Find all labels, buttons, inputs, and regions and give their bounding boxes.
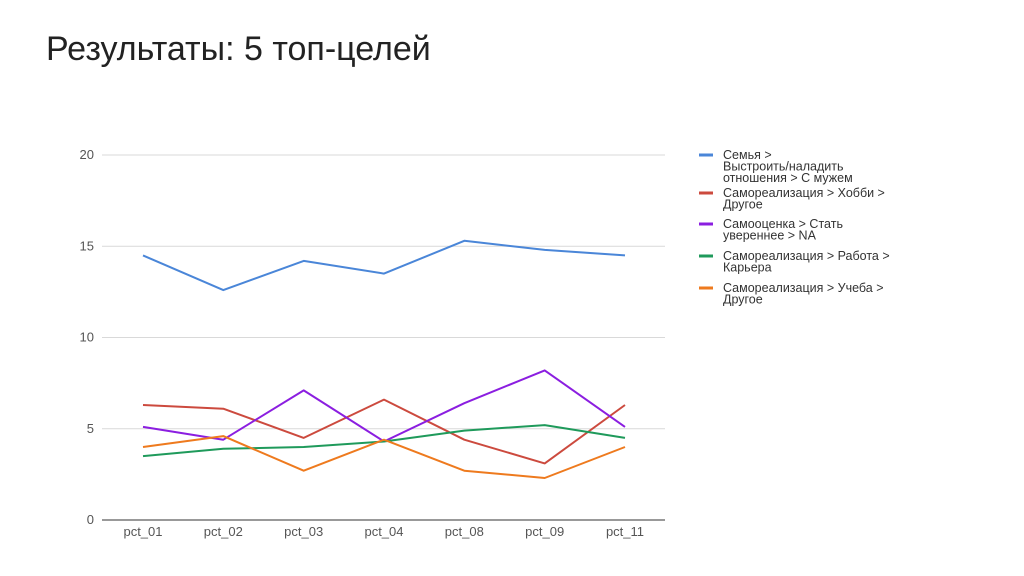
- series-line-5: [142, 435, 626, 479]
- slide-title: Результаты: 5 топ-целей: [46, 30, 431, 68]
- series-line-1: [142, 239, 626, 292]
- x-tick-label: pct_04: [364, 524, 403, 539]
- x-tick-label: pct_01: [123, 524, 162, 539]
- legend-label-5: Другое: [723, 293, 763, 307]
- x-tick-label: pct_03: [284, 524, 323, 539]
- legend-label-2: Самореализация > Хобби >: [723, 186, 885, 200]
- y-tick-label: 10: [80, 330, 94, 345]
- series-line-4: [142, 424, 626, 458]
- y-tick-label: 20: [80, 147, 94, 162]
- y-tick-label: 15: [80, 238, 94, 253]
- x-tick-label: pct_11: [606, 524, 644, 539]
- legend-label-1: Семья >: [723, 148, 772, 162]
- legend-label-3: увереннее > NA: [723, 229, 817, 243]
- x-tick-label: pct_08: [445, 524, 484, 539]
- y-tick-label: 0: [87, 512, 94, 527]
- legend-label-2: Другое: [723, 198, 763, 212]
- series-line-2: [142, 398, 626, 465]
- legend-label-3: Самооценка > Стать: [723, 217, 843, 231]
- legend-label-4: Карьера: [723, 261, 772, 275]
- legend-label-1: Выстроить/наладить: [723, 160, 844, 174]
- legend-label-1: отношения > С мужем: [723, 171, 853, 185]
- series-line-3: [142, 369, 626, 443]
- legend-label-4: Самореализация > Работа >: [723, 249, 890, 263]
- y-tick-label: 5: [87, 421, 94, 436]
- legend-label-5: Самореализация > Учеба >: [723, 281, 884, 295]
- x-tick-label: pct_09: [525, 524, 564, 539]
- x-tick-label: pct_02: [204, 524, 243, 539]
